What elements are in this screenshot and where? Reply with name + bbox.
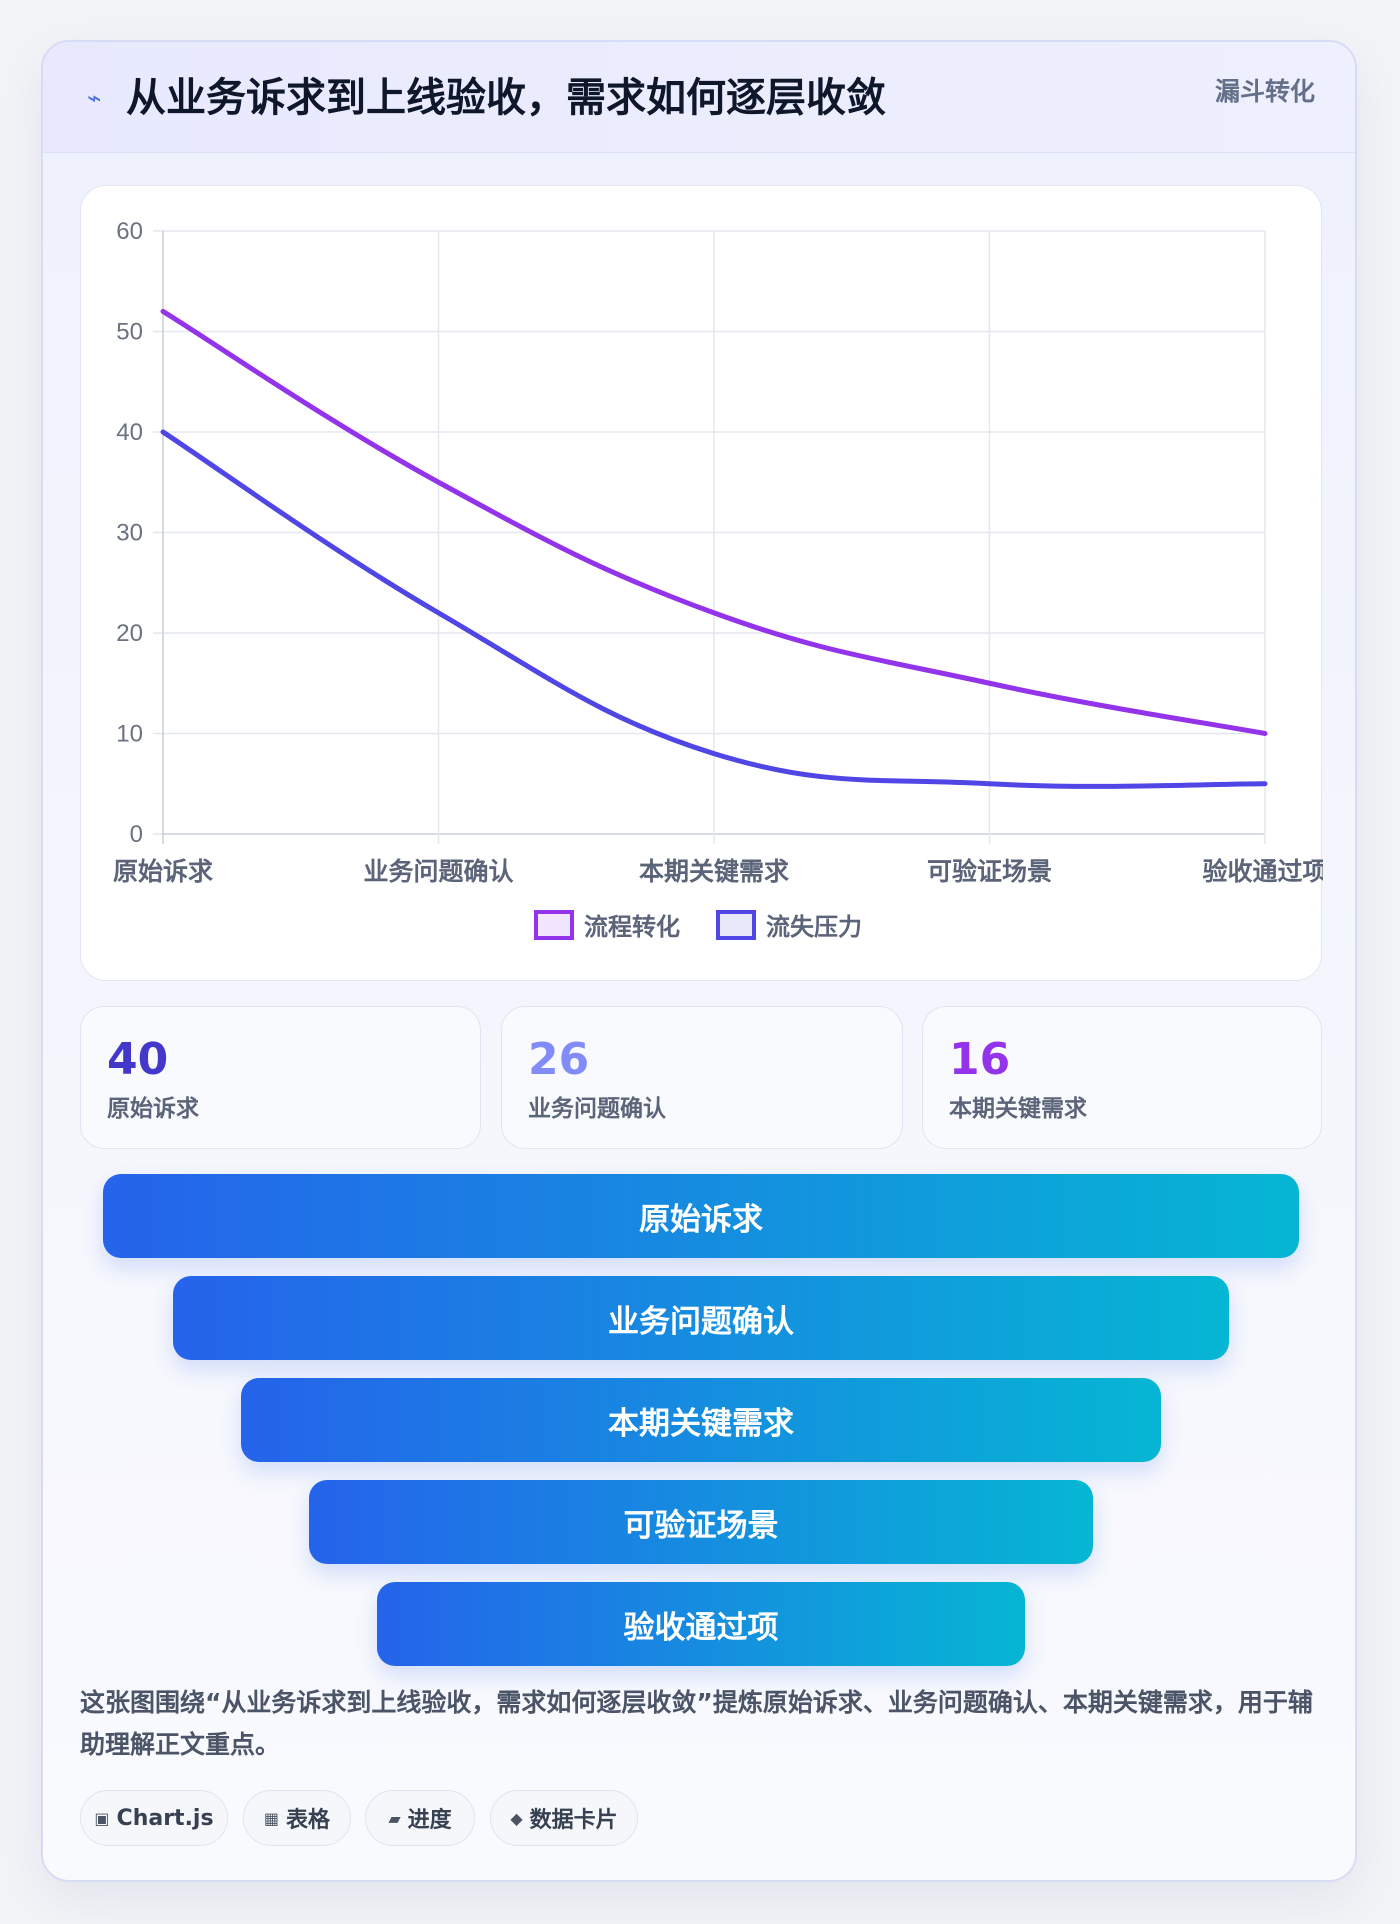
diamond-icon: ◆ (510, 1808, 523, 1828)
card-header: ⌁ 从业务诉求到上线验收，需求如何逐层收敛 漏斗转化 (43, 42, 1355, 153)
chart-card: ⌁ 从业务诉求到上线验收，需求如何逐层收敛 漏斗转化 0 10 20 30 40 50 60… (41, 40, 1357, 1882)
pill-progress[interactable]: ▰ 进度 (365, 1790, 475, 1846)
stat-value: 16 (949, 1034, 1011, 1085)
funnel-stage-3: 本期关键需求 (241, 1378, 1161, 1462)
legend-label: 流程转化 (584, 913, 680, 941)
funnel-stage-1: 原始诉求 (103, 1174, 1299, 1258)
stat-value: 40 (107, 1034, 169, 1085)
pill-label: 表格 (286, 1808, 331, 1833)
y-tick-label: 50 (116, 319, 143, 346)
line-chart: 0 10 20 30 40 50 60 原始诉求 业务问题确认 本期关键需求 可验证场景 验收通过项流… (113, 218, 1323, 941)
y-tick-label: 20 (116, 620, 143, 647)
pill-label: 数据卡片 (529, 1808, 618, 1833)
funnel-stage-4: 可验证场景 (309, 1480, 1093, 1564)
x-tick-label: 可验证场景 (927, 857, 1052, 886)
funnel-stage-2: 业务问题确认 (173, 1276, 1229, 1360)
y-tick-label: 0 (130, 821, 143, 848)
legend-swatch (716, 910, 756, 940)
series-line-1 (160, 308, 1268, 736)
stat-label: 业务问题确认 (528, 1096, 666, 1122)
y-tick-label: 30 (116, 520, 143, 547)
lightning-icon: ⌁ (87, 84, 102, 112)
legend-swatch (534, 910, 574, 940)
pill-data-card[interactable]: ◆ 数据卡片 (490, 1790, 638, 1846)
x-tick-label: 本期关键需求 (639, 857, 789, 886)
chip-icon: ▣ (94, 1808, 110, 1828)
stat-card-3: 16 本期关键需求 (922, 1006, 1322, 1149)
funnel-stage-5: 验收通过项 (377, 1582, 1025, 1666)
table-icon: ▦ (263, 1808, 280, 1828)
x-tick-label: 原始诉求 (113, 857, 213, 886)
stat-label: 原始诉求 (107, 1096, 199, 1122)
page-title: 从业务诉求到上线验收，需求如何逐层收敛 (126, 75, 886, 121)
y-tick-label: 10 (116, 721, 143, 748)
chart-description: 这张图围绕“从业务诉求到上线验收，需求如何逐层收敛”提炼原始诉求、业务问题确认、… (80, 1688, 1313, 1759)
line-chart-panel: 0 10 20 30 40 50 60 原始诉求 业务问题确认 本期关键需求 可验证场景 验收通过项流… (80, 185, 1323, 981)
x-tick-label: 业务问题确认 (363, 857, 513, 886)
stat-card-2: 26 业务问题确认 (501, 1006, 903, 1149)
legend-label: 流失压力 (766, 913, 862, 941)
stat-value: 26 (528, 1034, 590, 1085)
stat-card-1: 40 原始诉求 (80, 1006, 481, 1149)
x-tick-label: 验收通过项 (1202, 857, 1323, 886)
progress-icon: ▰ (388, 1808, 401, 1828)
pill-label: Chart.js (116, 1805, 214, 1831)
y-tick-label: 40 (116, 419, 143, 446)
pill-table[interactable]: ▦ 表格 (243, 1790, 351, 1846)
y-tick-label: 60 (116, 218, 143, 245)
pill-chartjs[interactable]: ▣ Chart.js (80, 1790, 228, 1846)
series-line-2 (160, 429, 1268, 789)
chart-type-tag: 漏斗转化 (1214, 77, 1315, 106)
pill-label: 进度 (407, 1808, 452, 1833)
stat-label: 本期关键需求 (949, 1096, 1087, 1122)
